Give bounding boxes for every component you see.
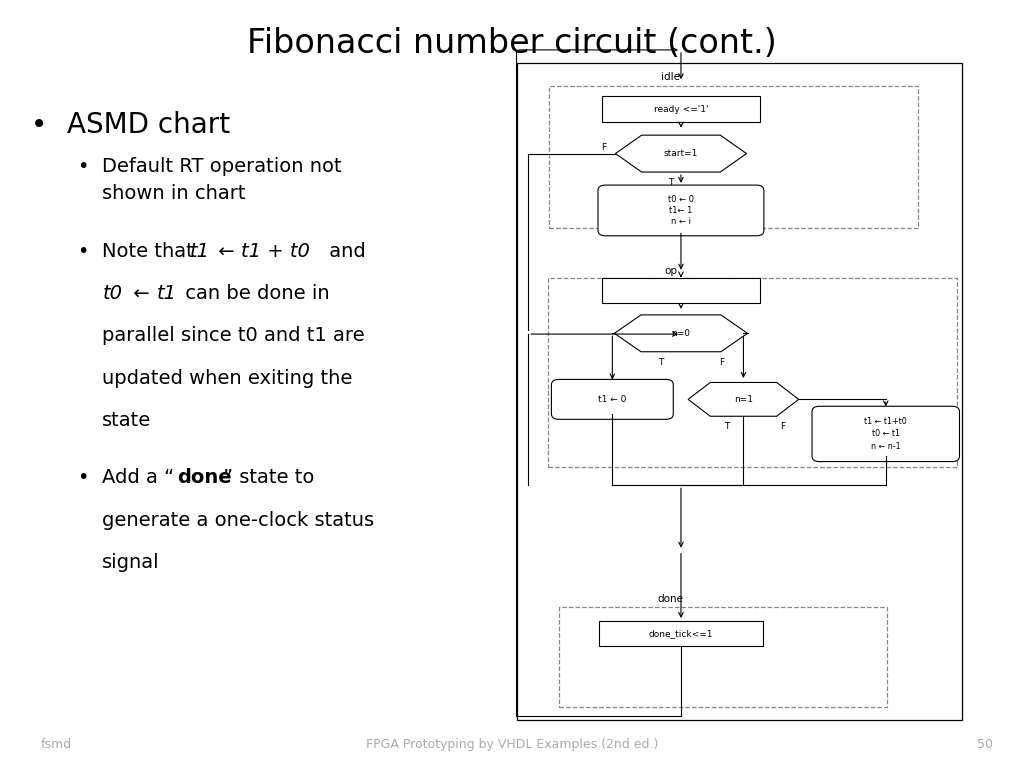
FancyBboxPatch shape (598, 185, 764, 236)
Text: ” state to: ” state to (223, 468, 314, 488)
Text: Note that: Note that (102, 242, 201, 261)
Text: fsmd: fsmd (41, 738, 72, 751)
Text: ←: ← (212, 242, 241, 261)
Text: •: • (77, 468, 88, 488)
FancyBboxPatch shape (602, 277, 760, 303)
Text: •: • (77, 242, 88, 261)
Text: ASMD chart: ASMD chart (67, 111, 229, 139)
Text: t1 ← t1+t0: t1 ← t1+t0 (864, 417, 907, 426)
Text: Default RT operation not
shown in chart: Default RT operation not shown in chart (102, 157, 342, 203)
Text: and: and (323, 242, 366, 261)
Text: T: T (668, 178, 674, 187)
Text: t1 ← 0: t1 ← 0 (598, 395, 627, 404)
FancyBboxPatch shape (599, 621, 763, 647)
Text: n=0: n=0 (672, 329, 690, 338)
Text: done: done (657, 594, 684, 604)
Text: Fibonacci number circuit (cont.): Fibonacci number circuit (cont.) (247, 27, 777, 60)
Text: t0 ← t1: t0 ← t1 (871, 429, 900, 439)
Text: generate a one-clock status: generate a one-clock status (102, 511, 375, 530)
Text: updated when exiting the: updated when exiting the (102, 369, 353, 388)
Text: •: • (31, 111, 47, 139)
FancyBboxPatch shape (812, 406, 959, 462)
Text: t1 + t0: t1 + t0 (241, 242, 309, 261)
Text: idle: idle (662, 72, 680, 82)
Text: Add a “: Add a “ (102, 468, 174, 488)
Text: done_tick<=1: done_tick<=1 (649, 629, 713, 638)
Text: t1← 1: t1← 1 (670, 206, 692, 215)
Text: t1: t1 (157, 284, 177, 303)
Text: state: state (102, 411, 152, 430)
Text: 50: 50 (977, 738, 993, 751)
Text: F: F (779, 422, 785, 432)
Text: ←: ← (127, 284, 156, 303)
Text: parallel since t0 and t1 are: parallel since t0 and t1 are (102, 326, 365, 346)
Text: signal: signal (102, 553, 160, 572)
Text: T: T (724, 422, 730, 432)
Text: n ← i: n ← i (671, 217, 691, 226)
Text: t0 ← 0: t0 ← 0 (668, 195, 694, 204)
FancyBboxPatch shape (602, 97, 760, 121)
Text: n ← n-1: n ← n-1 (871, 442, 900, 451)
Text: ready <='1': ready <='1' (653, 104, 709, 114)
Text: •: • (77, 157, 88, 177)
Text: T: T (657, 358, 664, 367)
Text: F: F (601, 143, 607, 152)
Text: can be done in: can be done in (179, 284, 330, 303)
Text: n=1: n=1 (734, 395, 753, 404)
Text: t0: t0 (102, 284, 123, 303)
Text: start=1: start=1 (664, 149, 698, 158)
Text: done: done (177, 468, 231, 488)
FancyBboxPatch shape (551, 379, 674, 419)
Text: FPGA Prototyping by VHDL Examples (2nd ed.): FPGA Prototyping by VHDL Examples (2nd e… (366, 738, 658, 751)
Text: op: op (665, 266, 677, 276)
Text: t1: t1 (189, 242, 210, 261)
Text: F: F (719, 358, 725, 367)
